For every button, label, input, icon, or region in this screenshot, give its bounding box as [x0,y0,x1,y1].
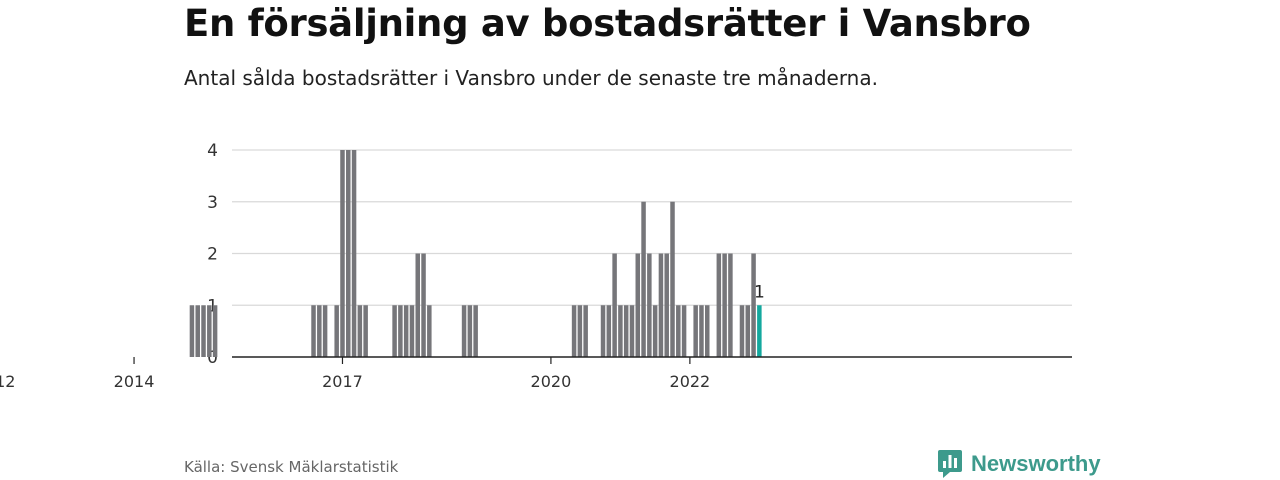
bar [635,253,641,357]
bar [577,305,583,357]
bars [189,150,762,357]
bar [363,305,368,357]
bar [317,305,322,357]
bar [340,150,345,357]
bar [571,305,577,357]
bar [421,253,426,357]
bar [212,305,218,357]
bar [681,305,687,357]
x-axis-ticks: 2012 2014 2017 2020 2022 [0,357,710,391]
bar [351,150,357,357]
chart-title: En försäljning av bostadsrätter i Vansbr… [184,2,1031,45]
bar [739,305,745,357]
bar [600,305,606,357]
y-tick-label: 0 [207,348,218,368]
bar [473,305,478,357]
bar [357,305,363,357]
bar [409,305,415,357]
bar [716,253,722,357]
bar [629,305,635,357]
chart-subtitle: Antal sålda bostadsrätter i Vansbro unde… [184,66,878,90]
bar [647,253,652,357]
brand-name: Newsworthy [971,451,1101,476]
bar [322,305,328,357]
bar [403,305,409,357]
x-tick-label: 2017 [322,372,363,391]
bar [699,305,704,357]
bar [745,305,751,357]
gridlines [232,149,1072,306]
bar [693,305,698,357]
annotations: 1 [754,282,765,302]
y-tick-label: 4 [207,141,218,161]
bar [705,305,710,357]
newsworthy-logo-icon [938,450,962,478]
bar-highlight [757,305,762,357]
bar [670,201,675,357]
y-tick-label: 2 [207,245,218,265]
bar [195,305,200,357]
bar [751,253,756,357]
bar [618,305,623,357]
bar [623,305,629,357]
data-label: 1 [754,282,765,302]
bar [467,305,473,357]
bar [641,201,646,357]
bar [676,305,681,357]
bar [658,253,664,357]
bar [398,305,403,357]
x-tick-label: 2014 [114,372,155,391]
bar [722,253,727,357]
brand-logo[interactable]: Newsworthy [937,448,1101,480]
bar [207,305,212,357]
bar [427,305,432,357]
bar [415,253,420,357]
bar [652,305,658,357]
x-tick-label: 2012 [0,372,15,391]
bar [728,253,733,357]
bar [612,253,617,357]
bar [583,305,588,357]
bar-chart: 0 1 2 3 4 2012 2014 2017 2020 2022 1 [0,141,1072,391]
source-note: Källa: Svensk Mäklarstatistik [184,458,399,476]
x-tick-label: 2022 [670,372,711,391]
y-tick-label: 1 [207,296,218,316]
bar [392,305,397,357]
x-tick-label: 2020 [531,372,572,391]
bar [334,305,339,357]
bar [461,305,467,357]
bar [346,150,351,357]
bar [311,305,316,357]
bar [606,305,612,357]
bar [664,253,669,357]
bar [189,305,195,357]
bar [201,305,206,357]
y-tick-label: 3 [207,193,218,213]
y-axis-ticks: 0 1 2 3 4 [207,141,218,368]
